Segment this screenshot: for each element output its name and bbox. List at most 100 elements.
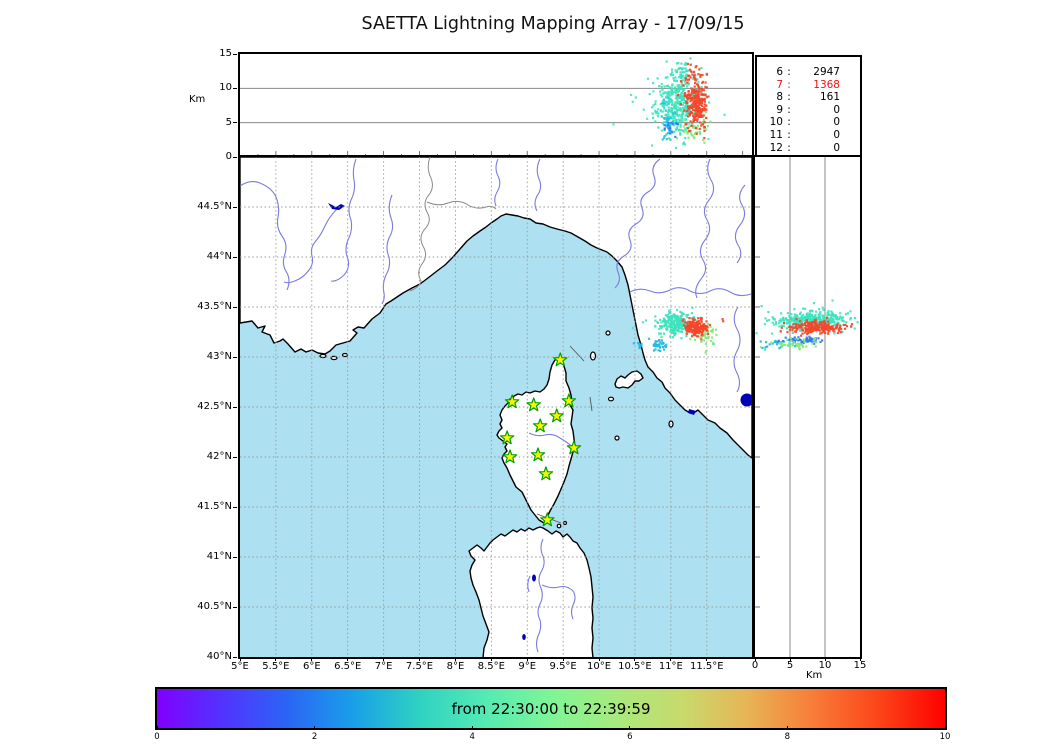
lightning-source-point xyxy=(794,321,797,324)
lightning-source-point xyxy=(807,315,810,318)
lightning-source-point xyxy=(680,98,683,102)
lat-tick-mark xyxy=(233,656,237,658)
lightning-source-point xyxy=(822,316,825,319)
lightning-source-point xyxy=(672,319,675,322)
lightning-source-point xyxy=(766,319,769,322)
lightning-source-point xyxy=(680,62,683,65)
lightning-source-point xyxy=(680,327,683,330)
lightning-source-point xyxy=(673,110,676,113)
lightning-source-point xyxy=(680,109,683,112)
lightning-source-point xyxy=(780,326,783,329)
colorbar-tick-label: 8 xyxy=(784,732,791,742)
lightning-source-point xyxy=(827,332,830,335)
lightning-source-point xyxy=(682,318,685,321)
lightning-source-point xyxy=(819,312,822,315)
lightning-source-point xyxy=(815,341,818,344)
lightning-source-point xyxy=(839,312,842,315)
lightning-source-point xyxy=(664,314,667,317)
lightning-source-point xyxy=(800,343,803,346)
lightning-source-point xyxy=(722,320,725,323)
source-count-panel: 6:2947 7:1368 8:161 9:0 10:0 11:0 12:0 xyxy=(755,55,862,168)
lightning-source-point xyxy=(799,320,802,323)
lightning-source-point xyxy=(669,126,672,129)
lightning-source-point xyxy=(702,89,706,92)
lightning-source-point xyxy=(680,330,683,333)
lightning-source-point xyxy=(658,332,661,335)
lightning-source-point xyxy=(702,118,706,122)
lightning-source-point xyxy=(675,121,678,124)
lightning-source-point xyxy=(663,134,666,138)
lightning-source-point xyxy=(661,88,664,91)
lightning-source-point xyxy=(834,317,837,320)
lightning-source-point xyxy=(668,101,671,104)
lightning-source-point xyxy=(653,342,656,345)
montecristo-island xyxy=(614,435,620,441)
lightning-source-point xyxy=(782,318,785,321)
lightning-source-point xyxy=(666,320,669,323)
lightning-source-point xyxy=(667,106,670,109)
lightning-source-point xyxy=(687,90,690,93)
elba-island xyxy=(614,370,644,389)
lightning-source-point xyxy=(794,314,797,317)
lightning-source-point xyxy=(821,321,824,324)
lightning-source-point xyxy=(687,106,690,109)
lightning-source-point xyxy=(794,324,798,327)
lightning-source-point xyxy=(692,114,695,117)
lightning-source-point xyxy=(822,318,826,321)
lightning-source-point xyxy=(683,319,686,323)
lightning-source-point xyxy=(691,134,694,137)
lightning-source-point xyxy=(690,106,693,109)
lightning-source-point xyxy=(675,109,679,112)
lightning-source-point xyxy=(689,338,692,341)
lightning-source-point xyxy=(693,318,696,321)
lightning-source-point xyxy=(707,95,710,98)
lightning-source-point xyxy=(696,112,699,115)
lightning-source-point xyxy=(663,325,666,328)
lightning-source-point xyxy=(796,314,799,317)
lightning-source-point xyxy=(692,119,695,123)
lightning-source-point xyxy=(670,103,673,107)
lightning-source-point xyxy=(689,57,692,60)
lightning-source-point xyxy=(679,103,682,106)
lightning-source-point xyxy=(707,137,710,141)
lightning-source-point xyxy=(835,325,839,328)
lightning-source-point xyxy=(696,94,699,97)
lat-tick-mark xyxy=(233,606,237,608)
altitude-latitude-panel xyxy=(753,155,862,659)
lightning-source-point xyxy=(810,321,813,324)
lightning-source-point xyxy=(714,328,718,331)
lightning-source-point xyxy=(700,101,703,104)
alt-tick-label: 10 xyxy=(219,82,232,94)
lightning-source-point xyxy=(697,92,700,95)
lightning-source-point xyxy=(844,313,848,316)
lightning-source-point xyxy=(695,104,698,108)
lightning-source-point xyxy=(663,320,667,323)
lightning-source-point xyxy=(654,315,657,318)
lightning-source-point xyxy=(697,335,700,338)
lightning-source-point xyxy=(671,89,674,92)
lightning-source-point xyxy=(695,89,698,92)
lightning-source-point xyxy=(696,118,699,121)
lightning-source-point xyxy=(692,320,695,323)
lightning-source-point xyxy=(708,101,711,104)
river-line xyxy=(494,158,501,207)
lightning-source-point xyxy=(820,321,823,324)
lightning-source-point xyxy=(670,314,673,317)
lightning-source-point xyxy=(676,84,679,87)
lightning-source-point xyxy=(674,122,677,125)
lightning-source-point xyxy=(652,81,655,85)
lightning-source-point xyxy=(674,79,677,82)
lightning-source-point xyxy=(678,96,682,100)
lightning-source-point xyxy=(693,96,696,99)
lightning-source-point xyxy=(684,78,687,81)
lightning-source-point xyxy=(850,323,854,326)
lightning-source-point xyxy=(662,92,665,95)
lightning-source-point xyxy=(652,104,655,107)
lightning-source-point xyxy=(696,124,700,127)
lightning-source-point xyxy=(699,75,702,79)
lightning-source-point xyxy=(685,63,688,66)
lightning-source-point xyxy=(670,90,673,94)
lightning-source-point xyxy=(681,106,684,110)
lightning-source-point xyxy=(800,315,803,318)
lightning-source-point xyxy=(774,321,778,324)
